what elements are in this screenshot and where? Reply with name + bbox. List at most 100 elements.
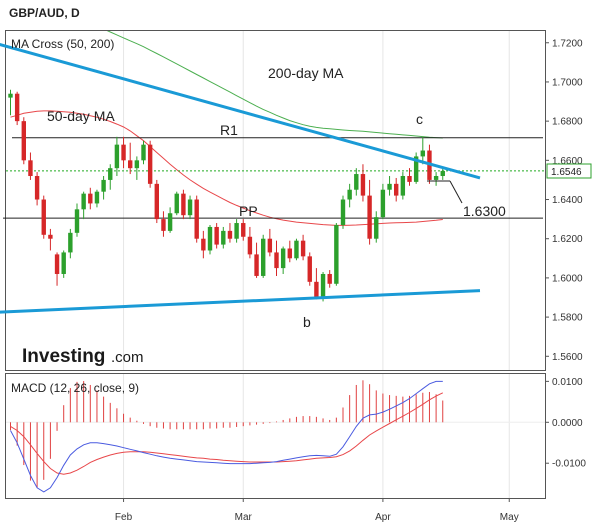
x-tick-label: May	[500, 512, 519, 523]
candle-body	[354, 174, 359, 190]
candle-body	[167, 213, 173, 231]
ma200-line	[106, 31, 443, 139]
candle-body	[194, 199, 199, 239]
candle-body	[400, 176, 406, 196]
candle-body	[314, 281, 319, 298]
macd-line	[10, 380, 443, 493]
price-y-tick-label: 1.6800	[552, 117, 583, 128]
x-tick-label: Mar	[235, 512, 253, 523]
candle-body	[121, 144, 126, 161]
candle-body	[440, 170, 445, 177]
trendlines	[0, 42, 481, 314]
candle-body	[81, 193, 86, 210]
logo-wordmark: Investing	[22, 346, 105, 367]
price-y-tick-label: 1.6200	[552, 234, 583, 245]
label-b: b	[303, 314, 311, 330]
candle-body	[234, 223, 239, 239]
pointer-line	[449, 180, 463, 204]
candle-body	[433, 176, 439, 180]
candle-body	[367, 195, 372, 239]
candle-body	[88, 193, 93, 204]
lower-trendline	[0, 289, 481, 314]
candle-body	[48, 234, 53, 239]
candle-body	[221, 230, 226, 245]
label-1-6300: 1.6300	[463, 203, 506, 219]
candle-body	[287, 248, 292, 259]
candle-body	[247, 236, 253, 255]
candle-body	[74, 209, 80, 233]
candle-body	[294, 240, 299, 259]
candles	[8, 89, 445, 302]
price-y-tick-label: 1.7000	[552, 77, 583, 88]
label-50-day-ma: 50-day MA	[47, 108, 115, 124]
candle-body	[108, 168, 113, 180]
candle-body	[128, 160, 133, 169]
label-200-day-ma: 200-day MA	[268, 65, 344, 81]
label-r1: R1	[220, 122, 238, 138]
price-y-tick-label: 1.6000	[552, 273, 583, 284]
candle-body	[407, 176, 412, 182]
macd-y-tick-label: -0.0100	[552, 459, 586, 470]
candle-body	[214, 226, 219, 245]
price-y-tick-label: 1.5600	[552, 352, 583, 363]
candle-body	[8, 93, 13, 98]
candle-body	[334, 224, 339, 284]
axes: 1.7200 1.7000 1.6800 1.6600 1.6400 1.6200 1.60…	[115, 38, 586, 523]
price-panel-frame	[5, 30, 546, 371]
candle-body	[280, 248, 286, 269]
label-pp: PP	[239, 203, 258, 219]
macd-series	[6, 380, 545, 493]
price-y-tick-label: 1.6600	[552, 156, 583, 167]
candle-body	[360, 174, 366, 196]
x-tick-label: Apr	[375, 512, 391, 523]
price-y-tick-label: 1.7200	[552, 38, 583, 49]
chart-title: GBP/AUD, D	[9, 6, 80, 20]
macd-panel-frame	[5, 373, 546, 499]
candle-body	[141, 144, 146, 161]
candle-body	[387, 183, 392, 190]
candle-body	[174, 193, 179, 214]
candle-body	[300, 240, 306, 257]
price-panel-label: MA Cross (50, 200)	[11, 37, 114, 51]
price-y-tick-label: 1.5800	[552, 313, 583, 324]
candle-body	[267, 238, 273, 253]
candle-body	[254, 254, 259, 276]
candle-body	[34, 176, 40, 200]
candle-body	[241, 223, 246, 237]
annotations: 50-day MA 200-day MA R1 PP c b 1.6300	[47, 65, 506, 330]
upper-trendline	[0, 42, 481, 180]
candle-body	[201, 238, 206, 251]
candle-body	[54, 254, 60, 274]
candle-body	[114, 144, 120, 169]
candle-body	[154, 183, 159, 220]
candle-body	[420, 150, 425, 157]
x-tick-label: Feb	[115, 512, 133, 523]
macd-y-tick-label: 0.0000	[552, 418, 583, 429]
candle-body	[147, 144, 153, 184]
candle-body	[347, 189, 352, 200]
candle-body	[41, 199, 46, 235]
candle-body	[21, 121, 26, 161]
candle-body	[61, 252, 66, 274]
candle-body	[307, 256, 312, 282]
candle-body	[413, 156, 419, 182]
candle-body	[374, 217, 379, 239]
candle-body	[187, 199, 193, 216]
current-price-text: 1.6546	[551, 167, 582, 178]
candle-body	[68, 232, 73, 253]
investing-logo: Investing .com	[22, 346, 144, 367]
candle-body	[101, 179, 106, 192]
candle-body	[340, 199, 346, 225]
candle-body	[134, 160, 140, 169]
price-y-tick-label: 1.6400	[552, 195, 583, 206]
current-price-badge: 1.6546	[546, 163, 592, 179]
candle-body	[227, 230, 233, 239]
candle-body	[394, 183, 399, 196]
logo-suffix: .com	[111, 349, 144, 366]
candle-body	[161, 219, 166, 231]
candle-body	[14, 93, 20, 122]
label-c: c	[416, 111, 423, 127]
candle-body	[327, 273, 332, 284]
candle-body	[94, 191, 100, 204]
